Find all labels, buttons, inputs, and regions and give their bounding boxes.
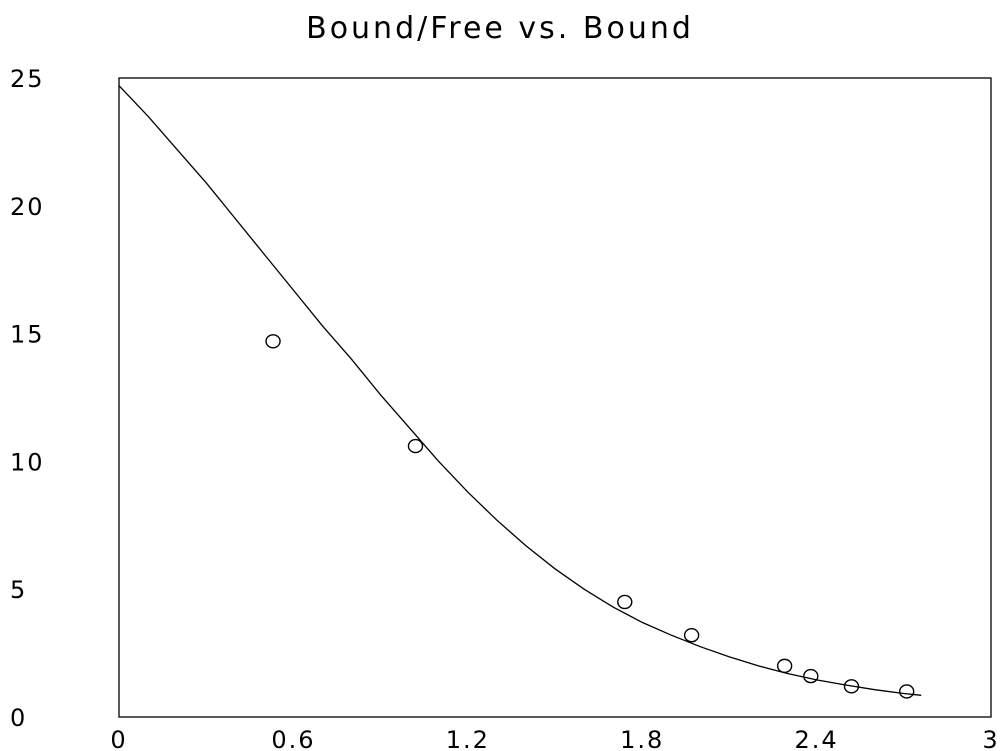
data-point [843,679,860,694]
data-point [265,334,281,349]
x-tick-label: 2.4 [795,726,839,751]
data-point [617,594,633,610]
x-tick-label: 1.2 [446,726,490,751]
data-point [407,438,424,454]
axis-ticks: 0 0.6 1.2 1.8 2.4 3 0 5 10 15 20 25 [10,65,999,751]
x-tick-label: 3 [982,726,999,751]
x-tick-label: 1.8 [620,726,664,751]
fit-curve [118,85,922,696]
x-tick-label: 0 [110,726,127,751]
y-tick-label: 10 [10,448,45,476]
y-tick-label: 0 [10,704,27,732]
y-tick-label: 20 [10,193,45,221]
data-point [899,684,915,699]
data-point [683,628,700,643]
y-tick-label: 5 [10,576,27,604]
plot-frame [118,77,992,718]
y-tick-label: 25 [10,65,45,93]
x-tick-label: 0.6 [271,726,315,751]
y-tick-label: 15 [10,321,45,349]
fit-curve-group [118,85,922,696]
data-points-group [265,334,915,699]
data-point [803,668,819,684]
chart-title: Bound/Free vs. Bound [306,11,694,46]
data-point [776,658,793,674]
